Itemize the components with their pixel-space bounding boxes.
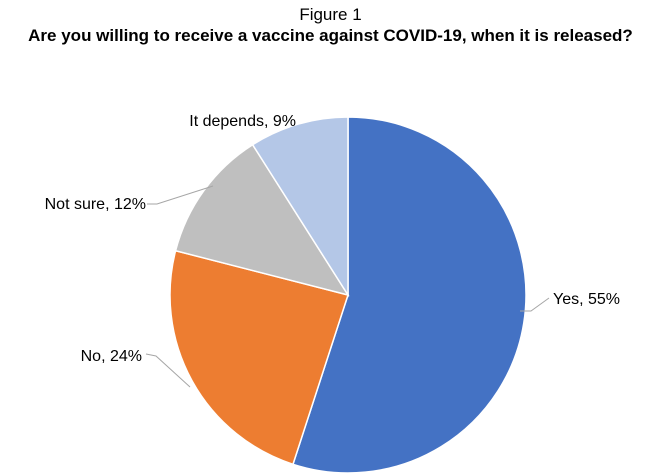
leader-lines: [145, 185, 550, 388]
chart-title-block: Figure 1 Are you willing to receive a va…: [0, 4, 661, 46]
pie-slice-it-depends: [251, 116, 349, 298]
data-label-yes: Yes, 55%: [553, 291, 620, 308]
leader-line-yes: [520, 297, 550, 312]
pie-slice-not-sure: [174, 143, 350, 297]
leader-line-no: [145, 353, 191, 388]
data-label-not-sure: Not sure, 12%: [45, 196, 146, 213]
pie-slice-no: [169, 249, 349, 466]
data-labels: Yes, 55% No, 24% Not sure, 12% It depends, …: [45, 113, 620, 365]
data-label-no: No, 24%: [81, 348, 142, 365]
figure-label: Figure 1: [299, 5, 362, 24]
pie-slice-yes: [292, 116, 527, 474]
leader-line-not-sure: [147, 185, 214, 205]
data-label-it-depends: It depends, 9%: [189, 113, 296, 130]
pie-slices: [169, 116, 527, 474]
chart-title: Are you willing to receive a vaccine aga…: [28, 26, 633, 45]
